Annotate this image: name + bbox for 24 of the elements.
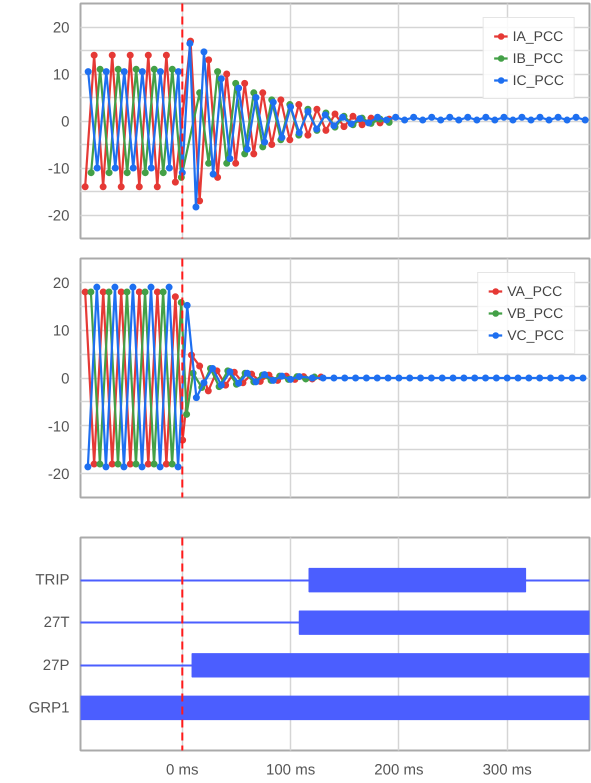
y-tick-label: 27P <box>42 656 70 674</box>
x-tick-label: 0 ms <box>166 762 199 778</box>
legend-label: VA_PCC <box>507 283 562 299</box>
legend-label: VC_PCC <box>507 327 564 343</box>
legend-label: VB_PCC <box>507 305 564 321</box>
legend-label: IA_PCC <box>512 28 564 44</box>
x-tick-label: 300 ms <box>482 762 532 778</box>
y-tick-label: -20 <box>48 208 70 224</box>
y-tick-label: TRIP <box>35 572 70 589</box>
legend-label: IB_PCC <box>512 50 564 66</box>
y-tick-label: 10 <box>52 66 70 84</box>
y-tick-label: 20 <box>52 274 70 292</box>
y-tick-label: -10 <box>48 418 70 436</box>
legend-label: IC_PCC <box>512 72 564 88</box>
y-tick-label: 0 <box>61 114 70 130</box>
y-tick-label: -20 <box>48 466 70 484</box>
x-tick-label: 100 ms <box>266 762 316 778</box>
x-tick-label: 200 ms <box>374 762 424 778</box>
y-tick-label: 20 <box>52 20 70 36</box>
y-tick-label: 10 <box>52 322 70 340</box>
y-tick-label: 0 <box>61 370 70 388</box>
y-tick-label: GRP1 <box>28 699 70 716</box>
y-tick-label: -10 <box>48 160 70 178</box>
y-tick-label: 27T <box>44 614 70 632</box>
